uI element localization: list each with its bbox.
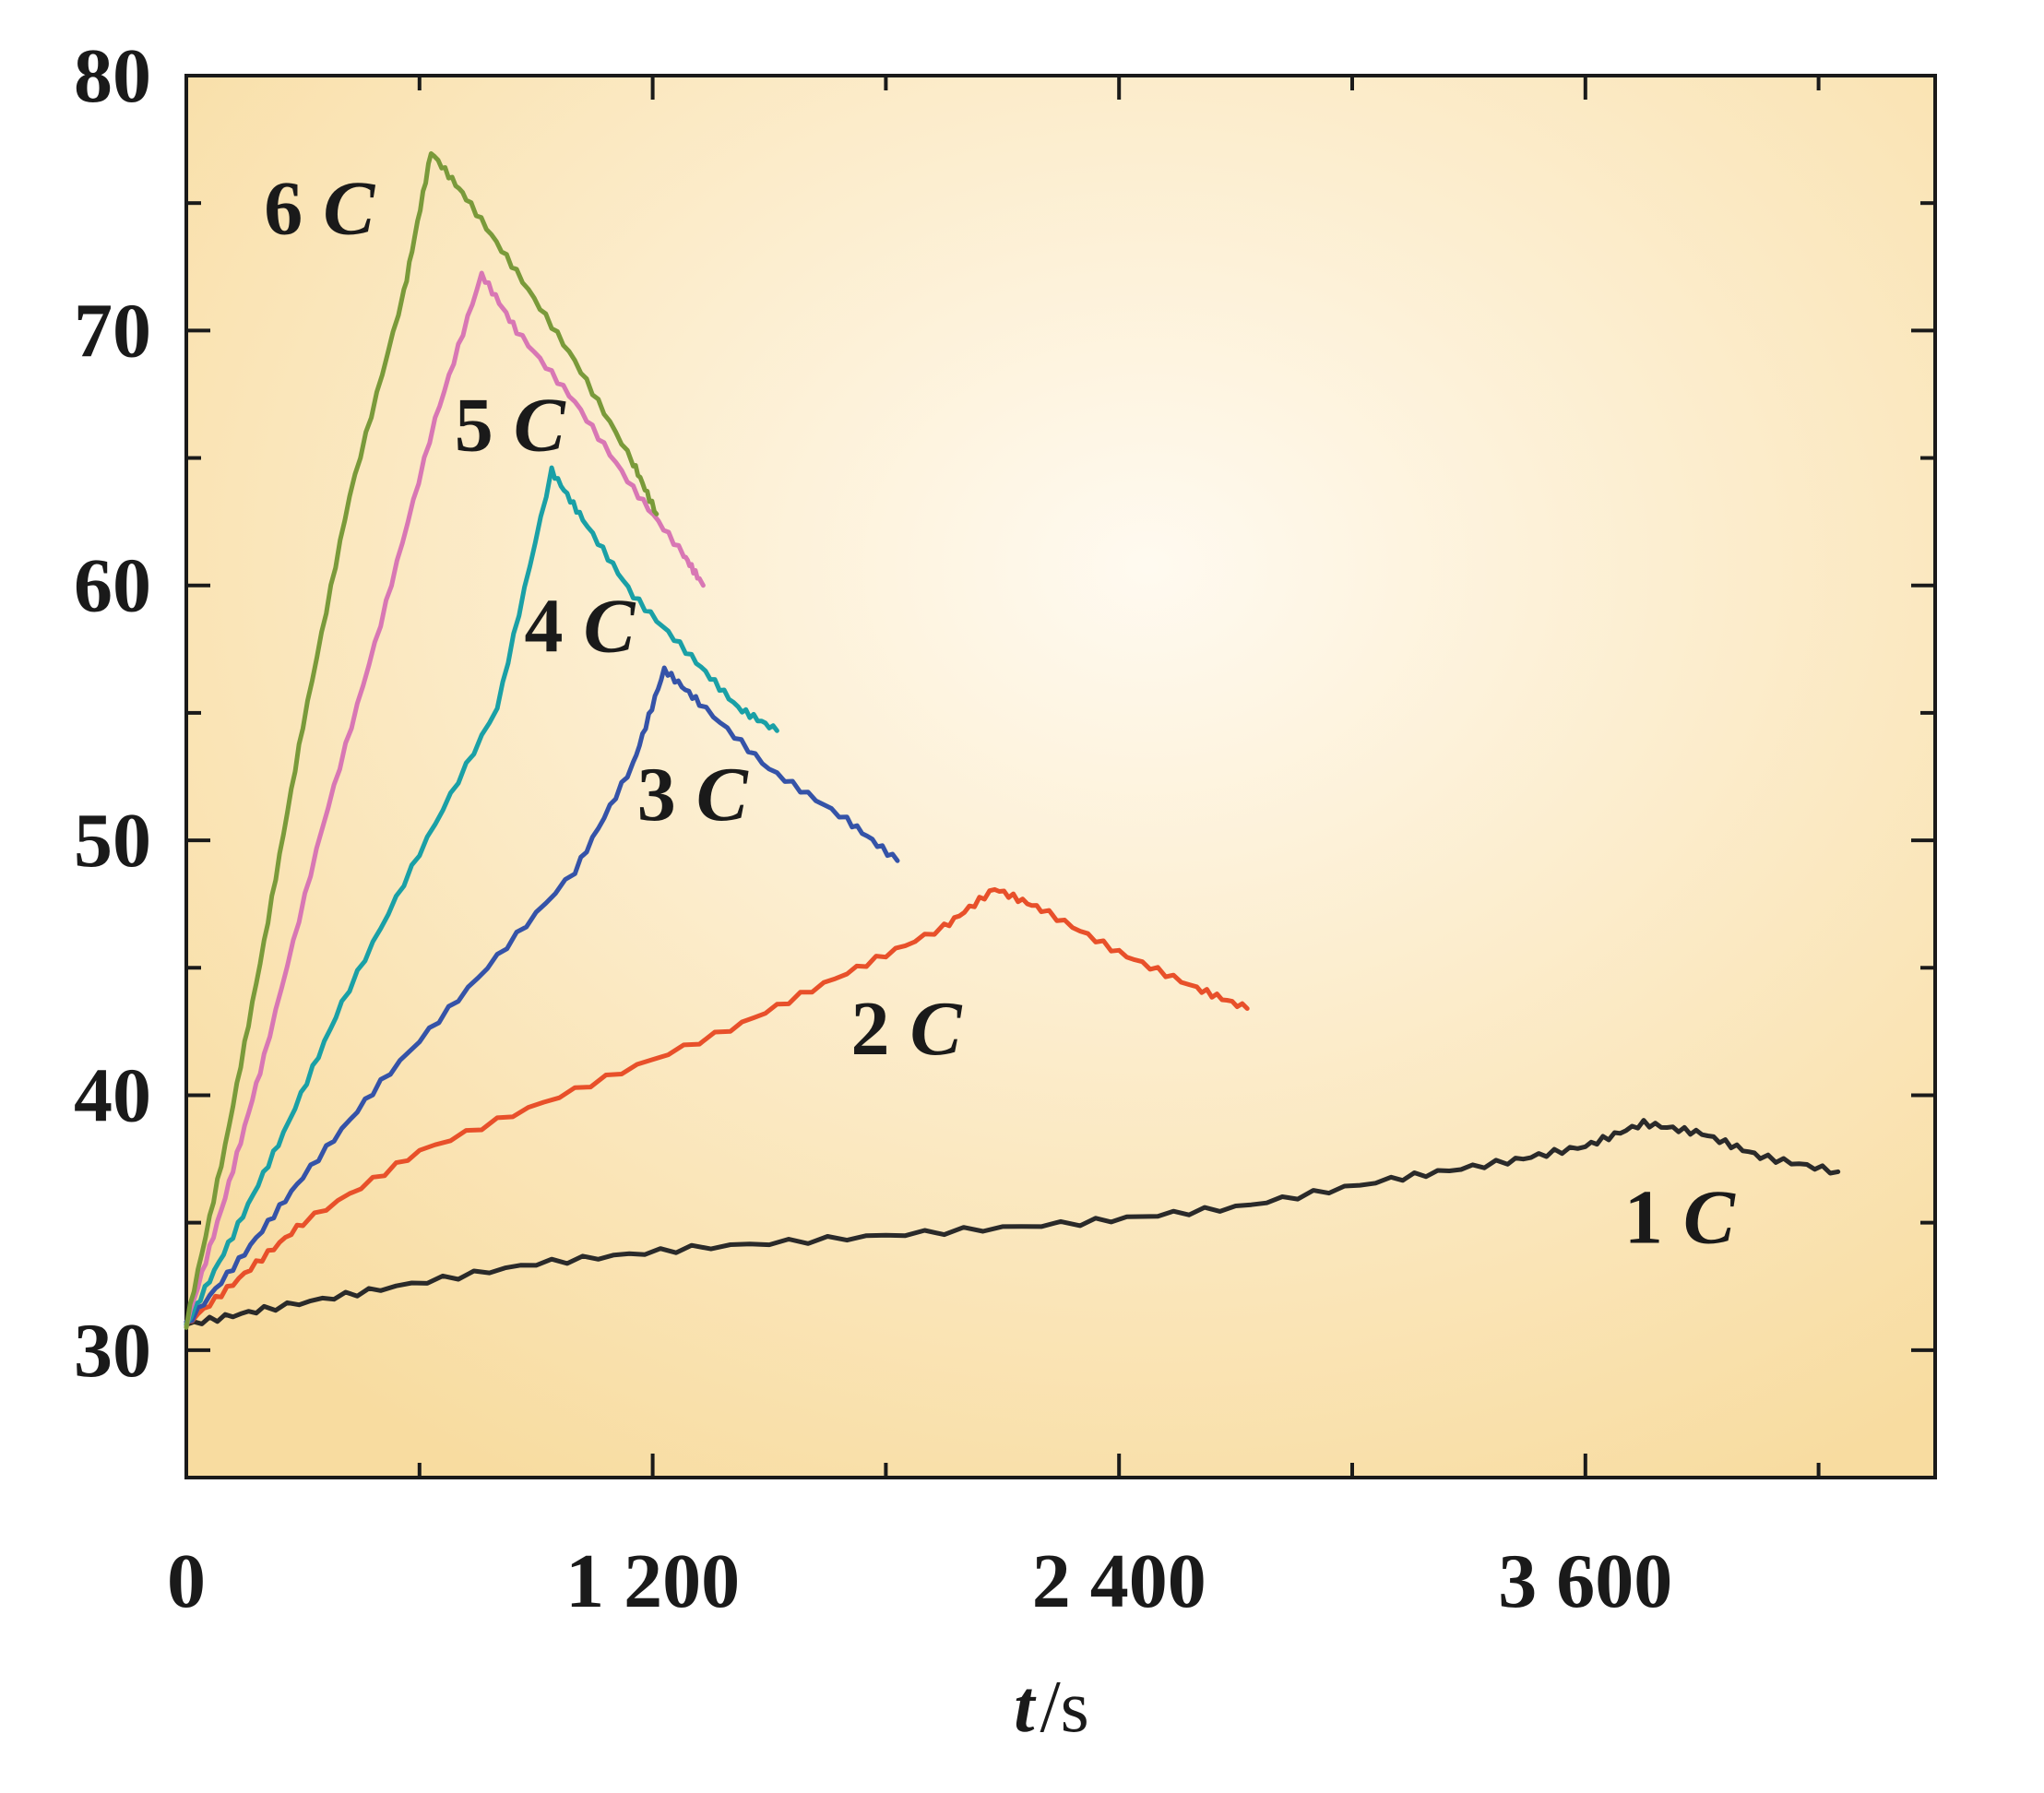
- y-tick-label: 30: [74, 1308, 151, 1394]
- y-tick-label: 40: [74, 1052, 151, 1138]
- y-tick-label: 80: [74, 33, 151, 119]
- y-tick-label: 60: [74, 543, 151, 629]
- x-tick-label: 0: [167, 1538, 206, 1624]
- x-axis-title: t/s: [1014, 1667, 1089, 1748]
- series-lines: [184, 151, 1841, 1330]
- series-line-2c: [184, 886, 1250, 1324]
- series-line-4c: [184, 465, 779, 1327]
- x-axis-variable: t: [1014, 1667, 1037, 1748]
- tick-labels: 0 1 200 2 400 3 600 30 40 50 60 70 80: [74, 33, 1672, 1624]
- x-tick-label: 3 600: [1498, 1538, 1672, 1624]
- series-labels: 1 C 2 C 3 C4 C 5 C 6 C: [264, 165, 1736, 1260]
- series-line-5c: [184, 270, 706, 1330]
- x-axis-unit: /s: [1040, 1667, 1088, 1748]
- series-line-3c: [184, 665, 900, 1324]
- series-line-6c: [184, 151, 660, 1330]
- y-tick-label: 70: [74, 288, 151, 374]
- series-line-1c: [184, 1118, 1841, 1327]
- axis-ticks: [184, 74, 1935, 1478]
- y-tick-label: 50: [74, 798, 151, 884]
- x-tick-label: 2 400: [1032, 1538, 1206, 1624]
- plot-area: [184, 74, 1937, 1479]
- x-tick-label: 1 200: [565, 1538, 740, 1624]
